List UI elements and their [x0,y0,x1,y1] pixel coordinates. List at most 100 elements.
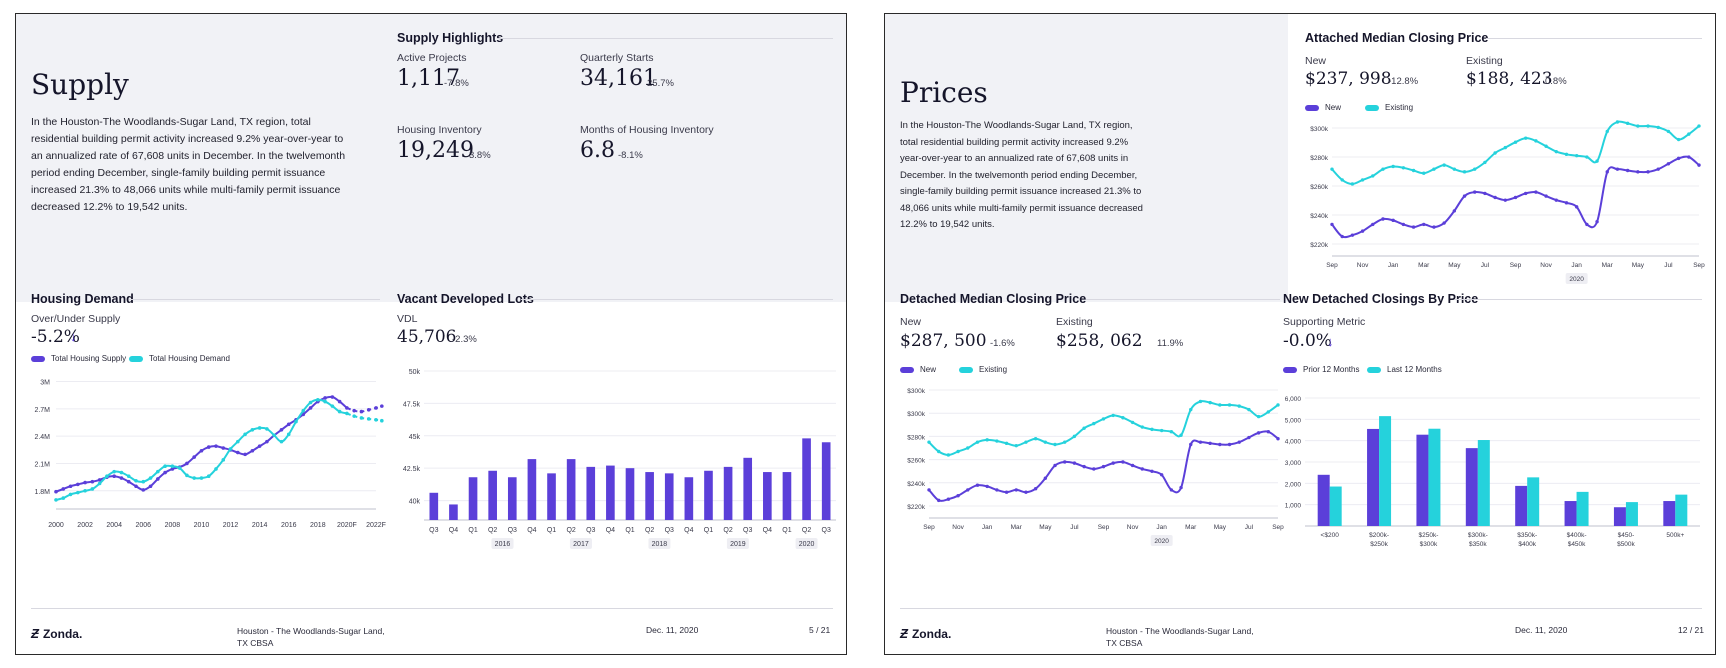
zonda-logo-icon: Ƶ [900,626,908,641]
data-point [1432,167,1436,171]
footer-location-line1: Houston - The Woodlands-Sugar Land, [1106,626,1254,636]
data-point [105,474,109,479]
footer-divider [900,608,1702,609]
data-point [1014,443,1018,448]
legend-prior-12-months: Prior 12 Months [1283,365,1359,374]
data-point [134,484,138,489]
x-tick-label: 2010 [194,522,210,529]
zonda-logo: Ƶ Zonda. [900,626,951,641]
arrow-down-icon: ↓ [70,329,77,344]
data-point [1452,167,1457,171]
x-tick-label: $450- [1618,532,1635,539]
legend-label: New [1325,103,1342,112]
data-point [1218,442,1222,447]
supply-hero [16,14,846,302]
data-point [243,452,247,457]
data-point [316,397,320,402]
data-point [966,488,970,492]
vacant-lots-title: Vacant Developed Lots [397,292,534,306]
bar [1675,494,1688,526]
footer-date: Dec. 11, 2020 [646,625,699,635]
x-tick-label: 2008 [165,522,181,529]
year-label: 2017 [573,541,589,548]
x-tick-label: Q4 [449,527,458,534]
zonda-logo-text: Zonda. [911,626,952,641]
y-tick-label: $300k [907,411,925,418]
x-tick-label: Q1 [625,527,634,534]
data-point [265,427,269,431]
data-point [1646,170,1650,174]
data-point [112,474,116,479]
y-tick-label: $260k [907,458,925,465]
data-point [90,487,95,491]
data-point [76,490,80,495]
data-point [1256,431,1261,435]
bar [821,442,831,520]
supporting-metric-value: -0.0% [1283,331,1332,351]
data-point [90,479,95,484]
data-point [286,422,291,427]
metric-change-active-projects: -7.8% [444,78,469,89]
metric-value-active-projects: 1,117 [397,66,460,91]
data-point [1585,222,1589,227]
metric-label-quarterly-starts: Quarterly Starts [580,52,654,64]
data-point [1605,170,1609,174]
bar [1317,474,1330,526]
data-point [374,406,378,410]
data-point [1130,420,1135,425]
y-tick-label: 2,000 [1285,481,1302,488]
x-tick-label: 500k+ [1666,532,1684,539]
data-point [294,419,298,424]
data-point [1381,217,1385,221]
y-tick-label: 40k [409,499,421,506]
data-point [286,432,291,437]
data-point [1452,209,1457,213]
data-point [1360,229,1365,233]
data-point [1687,155,1691,159]
x-tick-label: $450k [1568,541,1586,548]
data-point [163,464,167,469]
metric-change-months-inventory: -8.1% [618,150,643,161]
x-tick-label: May [1448,262,1461,269]
bar [743,457,753,520]
x-tick-label: Q4 [763,527,772,534]
data-point [68,492,73,497]
x-tick-label: $250k- [1419,532,1439,539]
x-tick-label: Sep [1693,262,1705,269]
y-tick-label: 50k [409,369,421,376]
data-point [1656,167,1660,171]
y-tick-label: 5,000 [1285,417,1302,424]
data-point [1422,222,1426,227]
legend-label: Total Housing Demand [149,354,230,363]
data-point [1159,428,1164,433]
bar [1367,428,1380,526]
x-tick-label: Jan [982,524,993,531]
data-point [126,479,131,484]
bar [1576,491,1589,526]
bar [1625,502,1638,526]
data-point [1605,129,1609,134]
footer-location: Houston - The Woodlands-Sugar Land, TX C… [1106,625,1266,649]
data-point [1266,430,1271,434]
x-tick-label: Q1 [704,527,713,534]
data-point [206,445,211,449]
data-point [1024,490,1028,494]
data-point [946,497,951,501]
x-tick-label: $400k [1518,541,1536,548]
data-point [1391,164,1395,169]
data-point [1227,442,1232,447]
data-point [1462,170,1467,174]
data-point [1442,163,1446,167]
over-under-supply-label: Over/Under Supply [31,313,121,325]
new-detached-closings-title: New Detached Closings By Price [1283,292,1479,306]
legend-total-housing-supply: Total Housing Supply [31,354,126,363]
arrow-down-icon: ↓ [1327,334,1334,349]
data-point [1411,168,1416,173]
data-point [1625,121,1630,126]
data-point [1063,440,1067,444]
data-point [1585,155,1589,159]
data-point [1636,170,1640,174]
data-point [1208,400,1212,405]
data-point [192,455,196,459]
x-tick-label: Q3 [586,527,595,534]
